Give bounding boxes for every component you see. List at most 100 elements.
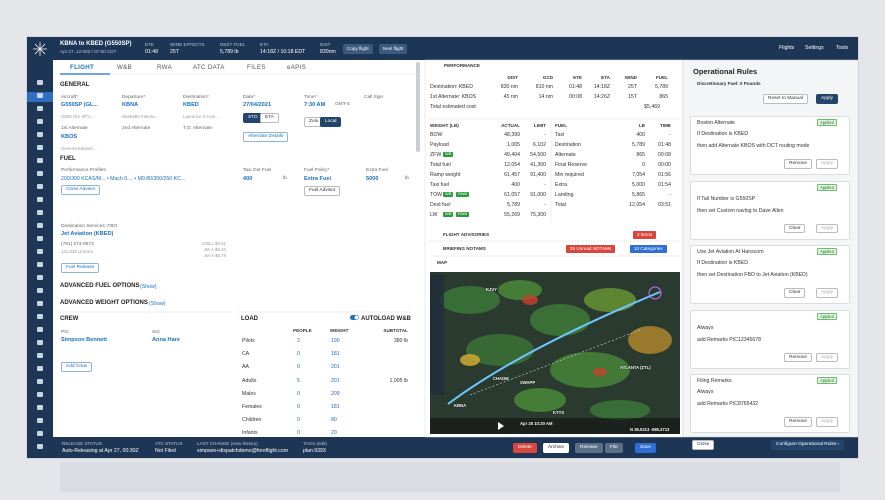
footer-button[interactable]: Release: [575, 443, 603, 453]
nav-icon[interactable]: [37, 444, 43, 449]
nav-icon[interactable]: [37, 366, 43, 371]
rule-status: Applied: [817, 119, 837, 127]
nav-icon[interactable]: [37, 184, 43, 189]
weight: 80: [331, 417, 337, 424]
nav-icon[interactable]: [37, 301, 43, 306]
button[interactable]: Apply: [816, 417, 838, 427]
button[interactable]: Apply: [816, 94, 838, 104]
nav-icon[interactable]: [37, 106, 43, 111]
nav-icon[interactable]: [37, 236, 43, 241]
nav-icon[interactable]: [37, 223, 43, 228]
field-value: G550SP (GL...: [61, 102, 98, 108]
cell: -: [544, 202, 546, 208]
button[interactable]: Clear: [784, 288, 806, 298]
nav-link[interactable]: Tools: [836, 45, 849, 51]
nav-icon[interactable]: [37, 392, 43, 397]
header-button[interactable]: Copy flight: [343, 44, 373, 54]
footer-button[interactable]: File: [605, 443, 623, 453]
mode-toggle[interactable]: ETA: [260, 113, 279, 123]
button[interactable]: Alternate Details: [243, 132, 289, 142]
cell: -: [669, 132, 671, 138]
nav-icon[interactable]: [37, 262, 43, 267]
rule-line: then set Custom navlog to Dave Allen: [697, 207, 784, 214]
button[interactable]: Configure Operational Rules ›: [771, 440, 845, 450]
nav-icon[interactable]: [37, 197, 43, 202]
tab[interactable]: W&B: [117, 64, 132, 71]
column-header: TIME: [660, 123, 671, 128]
toggle-link[interactable]: (Show): [140, 283, 157, 290]
button[interactable]: Remove: [784, 159, 812, 169]
nav-icon[interactable]: [37, 288, 43, 293]
column-header: FUEL: [656, 75, 668, 80]
tab[interactable]: FLIGHT: [70, 64, 95, 71]
map-point: SWAPP: [520, 380, 536, 385]
nav-icon[interactable]: [37, 314, 43, 319]
button[interactable]: Add Crew: [61, 362, 93, 372]
footer-button[interactable]: Archive: [543, 443, 569, 453]
button[interactable]: Close Advisor: [61, 185, 101, 195]
crew-name: Simpson Bennett: [61, 337, 107, 343]
people: 0: [297, 430, 300, 437]
tab[interactable]: FILES: [247, 64, 266, 71]
nav-icon[interactable]: [37, 249, 43, 254]
nav-icon[interactable]: [37, 158, 43, 163]
button[interactable]: Fuel Release: [61, 263, 100, 273]
status-label: TAGS (edit): [303, 441, 327, 446]
nav-icon[interactable]: [37, 275, 43, 280]
cell: 91,000: [530, 192, 546, 198]
nav-icon[interactable]: [37, 418, 43, 423]
button[interactable]: Clear: [784, 223, 806, 234]
zone-toggle[interactable]: Local: [320, 117, 342, 127]
section-title: ADVANCED FUEL OPTIONS: [60, 283, 140, 289]
header-button[interactable]: Next flight: [379, 44, 408, 54]
field-value: KBOS: [61, 134, 78, 140]
nav-icon[interactable]: [37, 327, 43, 332]
cell: 830 nm: [500, 84, 518, 90]
button[interactable]: Apply: [816, 223, 838, 234]
button[interactable]: Fuel Advisor: [304, 186, 341, 196]
nav-icon[interactable]: [37, 405, 43, 410]
nav-icon[interactable]: [37, 431, 43, 436]
stat-value: 14:18Z / 10:18 EDT: [260, 49, 306, 55]
field-sub: Laurence G Han...: [183, 114, 219, 119]
cell: 03:51: [658, 202, 671, 208]
footer-button[interactable]: Delete: [513, 443, 537, 453]
tab[interactable]: eAPIS: [287, 64, 307, 71]
cell: 400: [636, 132, 645, 138]
nav-icon[interactable]: [37, 93, 43, 98]
rule-title: Use Jet Aviation At Hanscom: [697, 249, 764, 255]
button[interactable]: Close: [692, 440, 715, 450]
nav-link[interactable]: Flights: [779, 45, 795, 51]
rule-line: Always: [697, 389, 714, 395]
cell: -: [544, 132, 546, 138]
nav-icon[interactable]: [37, 171, 43, 176]
button[interactable]: Apply: [816, 288, 838, 298]
tab[interactable]: RWA: [157, 64, 172, 71]
nav-icon[interactable]: [37, 119, 43, 124]
button[interactable]: Apply: [816, 159, 838, 169]
nav-icon[interactable]: [37, 132, 43, 137]
row-label: Min required: [555, 172, 584, 178]
cell: 48,399: [504, 132, 520, 138]
field-label: Extra Fuel: [366, 168, 388, 173]
toggle-link[interactable]: (Show): [149, 300, 166, 307]
nav-icon[interactable]: [37, 340, 43, 345]
cell: 5,789: [655, 84, 668, 90]
weight: 190: [331, 338, 340, 344]
nav-icon[interactable]: [37, 353, 43, 358]
column-header: GCD: [542, 75, 553, 80]
badge: RWA: [456, 191, 470, 197]
button[interactable]: Remove: [784, 352, 812, 363]
nav-icon[interactable]: [37, 145, 43, 150]
button[interactable]: Reset to Manual: [763, 94, 808, 104]
row-label: Total estimated cost: [430, 104, 476, 110]
nav-icon[interactable]: [37, 379, 43, 384]
tab[interactable]: ATC DATA: [193, 64, 225, 71]
field-label: 1st Alternate: [61, 126, 88, 131]
button[interactable]: Apply: [816, 352, 838, 363]
button[interactable]: Remove: [784, 417, 812, 427]
nav-icon[interactable]: [37, 210, 43, 215]
nav-link[interactable]: Settings: [805, 45, 824, 51]
footer-button[interactable]: Save: [635, 443, 656, 453]
nav-icon[interactable]: [37, 80, 43, 85]
